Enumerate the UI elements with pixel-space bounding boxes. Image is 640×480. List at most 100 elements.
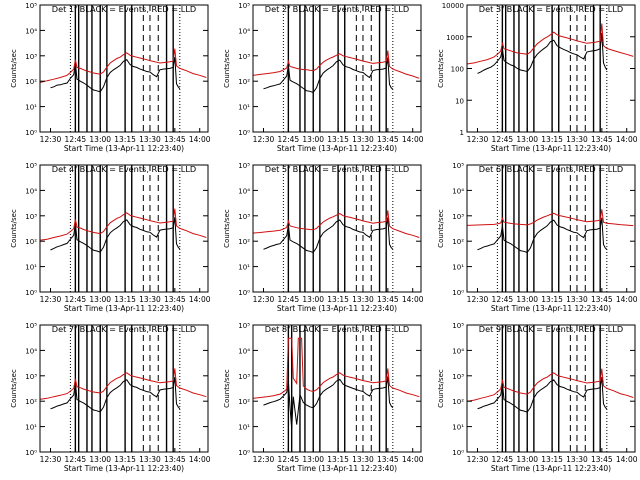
y-tick-label: 10³ bbox=[238, 53, 250, 61]
x-tick-label: 13:00 bbox=[89, 295, 111, 304]
x-tick-label: 12:45 bbox=[492, 135, 514, 144]
y-tick-label: 1 bbox=[460, 129, 464, 137]
y-tick-label: 10² bbox=[238, 398, 250, 406]
plot-frame bbox=[39, 164, 209, 293]
y-tick-label: 10⁴ bbox=[452, 347, 464, 355]
x-axis-label: Start Time (13-Apr-11 12:23:40) bbox=[64, 464, 184, 473]
y-tick-label: 10³ bbox=[238, 373, 250, 381]
chart-title: Det 1f BLACK = Events, RED = LLD bbox=[52, 4, 196, 14]
y-axis-label: Counts/sec bbox=[10, 369, 18, 408]
chart-title: Det 8f BLACK = Events, RED = LLD bbox=[265, 324, 409, 334]
y-tick-label: 10⁵ bbox=[25, 162, 37, 170]
x-tick-label: 14:00 bbox=[616, 135, 638, 144]
x-tick-label: 13:15 bbox=[327, 455, 349, 464]
series-line-events bbox=[263, 376, 394, 430]
x-tick-label: 12:30 bbox=[253, 455, 275, 464]
series-line-lld bbox=[253, 50, 420, 79]
x-tick-label: 13:30 bbox=[352, 295, 374, 304]
x-tick-label: 13:45 bbox=[591, 455, 613, 464]
x-tick-label: 14:00 bbox=[189, 295, 211, 304]
x-tick-label: 14:00 bbox=[402, 295, 424, 304]
chart-title: Det 9f BLACK = Events, RED = LLD bbox=[479, 324, 623, 334]
x-axis-label: Start Time (13-Apr-11 12:23:40) bbox=[277, 304, 397, 313]
y-tick-label: 10² bbox=[238, 238, 250, 246]
chart-title: Det 2f BLACK = Events, RED = LLD bbox=[265, 4, 409, 14]
x-tick-label: 13:00 bbox=[302, 455, 324, 464]
x-tick-label: 12:45 bbox=[492, 295, 514, 304]
y-tick-label: 10² bbox=[452, 398, 464, 406]
y-tick-label: 10¹ bbox=[238, 264, 250, 272]
series-line-lld bbox=[253, 337, 420, 399]
y-tick-label: 10⁵ bbox=[452, 162, 464, 170]
series-line-events bbox=[50, 217, 181, 253]
chart-panel-3: Det 3f BLACK = Events, RED = LLD 12:30 12:… bbox=[437, 2, 638, 153]
chart-panel-6: Det 6f BLACK = Events, RED = LLD 12:30 12:… bbox=[437, 162, 638, 313]
y-tick-label: 10⁵ bbox=[238, 162, 250, 170]
x-tick-label: 13:00 bbox=[89, 455, 111, 464]
y-tick-label: 10⁰ bbox=[25, 129, 37, 137]
series-line-lld bbox=[467, 209, 634, 227]
y-tick-label: 10⁰ bbox=[238, 289, 250, 297]
y-tick-label: 10¹ bbox=[452, 424, 464, 432]
chart-panel-8: Det 8f BLACK = Events, RED = LLD 12:30 12:… bbox=[223, 322, 424, 473]
y-tick-label: 10⁰ bbox=[238, 449, 250, 457]
y-tick-label: 10² bbox=[452, 238, 464, 246]
x-axis-label: Start Time (13-Apr-11 12:23:40) bbox=[64, 304, 184, 313]
y-tick-label: 10⁴ bbox=[238, 187, 250, 195]
plot-frame bbox=[466, 324, 636, 453]
y-tick-label: 10³ bbox=[238, 213, 250, 221]
x-tick-label: 13:45 bbox=[377, 295, 399, 304]
x-tick-label: 13:15 bbox=[327, 135, 349, 144]
y-tick-label: 10⁴ bbox=[25, 27, 37, 35]
x-axis-label: Start Time (13-Apr-11 12:23:40) bbox=[491, 304, 611, 313]
series-line-lld bbox=[40, 368, 207, 400]
chart-title: Det 3f BLACK = Events, RED = LLD bbox=[479, 4, 623, 14]
y-tick-label: 10¹ bbox=[25, 264, 37, 272]
x-tick-label: 13:30 bbox=[139, 455, 161, 464]
y-axis-label: Counts/sec bbox=[223, 209, 231, 248]
series-line-events bbox=[50, 56, 181, 93]
y-tick-label: 10⁵ bbox=[25, 2, 37, 10]
y-tick-label: 1000 bbox=[446, 34, 464, 42]
plot-frame bbox=[39, 4, 209, 133]
x-tick-label: 13:45 bbox=[164, 295, 186, 304]
y-tick-label: 10⁵ bbox=[238, 322, 250, 330]
y-tick-label: 10⁰ bbox=[238, 129, 250, 137]
x-tick-label: 12:30 bbox=[467, 295, 489, 304]
series-line-lld bbox=[40, 208, 207, 241]
x-tick-label: 14:00 bbox=[402, 455, 424, 464]
x-tick-label: 13:45 bbox=[164, 135, 186, 144]
y-tick-label: 10⁰ bbox=[25, 449, 37, 457]
x-tick-label: 13:45 bbox=[377, 455, 399, 464]
x-tick-label: 13:30 bbox=[566, 295, 588, 304]
x-tick-label: 13:30 bbox=[566, 135, 588, 144]
y-tick-label: 10⁴ bbox=[25, 347, 37, 355]
series-line-events bbox=[50, 376, 181, 413]
plot-frame bbox=[466, 164, 636, 293]
x-tick-label: 12:30 bbox=[40, 295, 62, 304]
x-tick-label: 14:00 bbox=[189, 455, 211, 464]
y-tick-label: 10² bbox=[25, 398, 37, 406]
y-axis-label: Counts/sec bbox=[10, 49, 18, 88]
x-tick-label: 13:30 bbox=[139, 295, 161, 304]
y-axis-label: Counts/sec bbox=[223, 49, 231, 88]
y-tick-label: 10⁴ bbox=[25, 187, 37, 195]
x-axis-label: Start Time (13-Apr-11 12:23:40) bbox=[491, 144, 611, 153]
series-line-lld bbox=[467, 368, 634, 402]
y-tick-label: 10³ bbox=[452, 213, 464, 221]
y-tick-label: 10³ bbox=[25, 373, 37, 381]
plot-frame bbox=[252, 164, 422, 293]
x-tick-label: 12:45 bbox=[278, 295, 300, 304]
series-line-lld bbox=[40, 48, 207, 83]
x-tick-label: 13:15 bbox=[541, 135, 563, 144]
x-tick-label: 13:15 bbox=[114, 295, 136, 304]
x-tick-label: 12:45 bbox=[65, 135, 87, 144]
x-tick-label: 12:30 bbox=[40, 455, 62, 464]
series-line-events bbox=[263, 57, 394, 94]
x-tick-label: 12:30 bbox=[40, 135, 62, 144]
y-tick-label: 10² bbox=[25, 238, 37, 246]
x-tick-label: 12:30 bbox=[467, 455, 489, 464]
series-line-lld bbox=[253, 210, 420, 238]
y-tick-label: 10³ bbox=[452, 373, 464, 381]
y-tick-label: 10 bbox=[455, 97, 464, 105]
